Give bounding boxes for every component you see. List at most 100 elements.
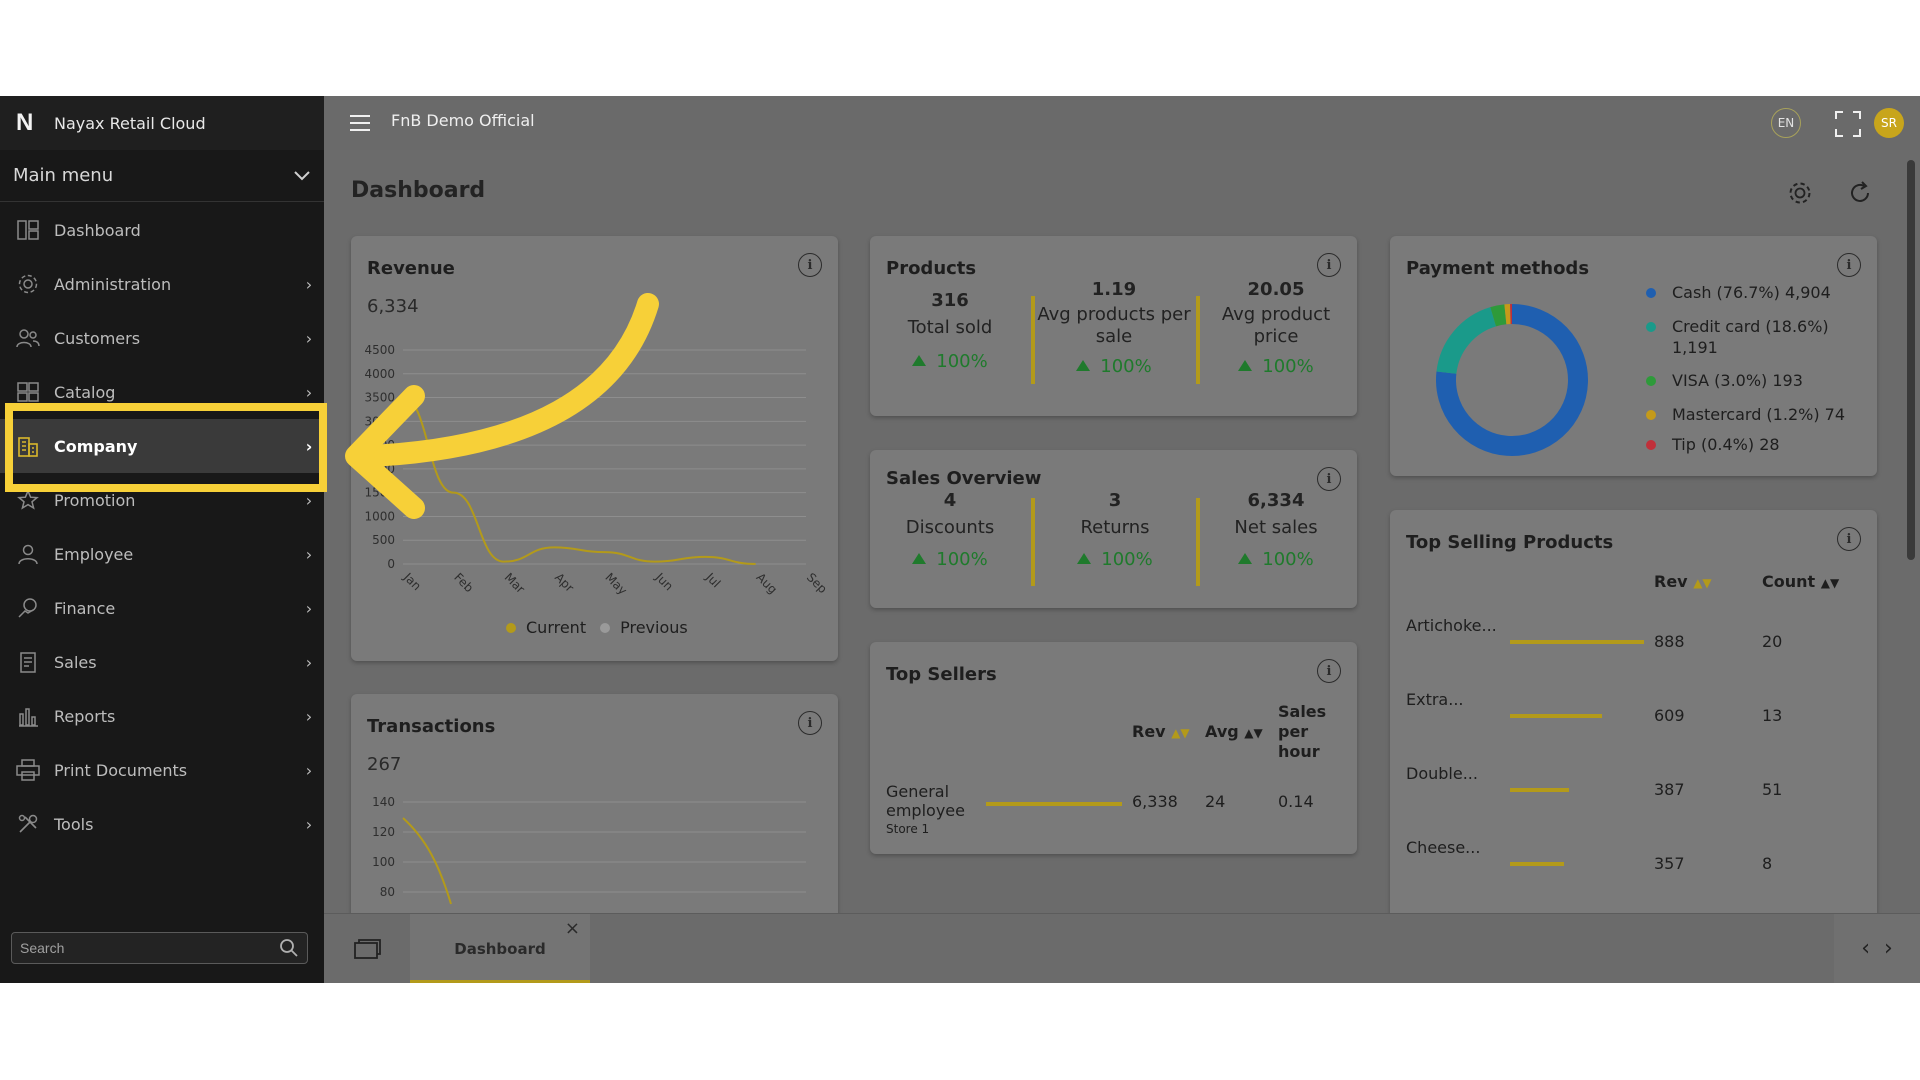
- brand-logo: N: [16, 109, 34, 136]
- fullscreen-icon[interactable]: [1834, 110, 1862, 138]
- sidebar-item-administration[interactable]: Administration ›: [0, 257, 324, 311]
- series-line-current: [402, 817, 452, 905]
- column-header-count[interactable]: Count ▲▼: [1762, 572, 1839, 591]
- app-window: N Nayax Retail Cloud Main menu Dashboard…: [0, 96, 1920, 983]
- info-icon[interactable]: i: [1837, 253, 1861, 277]
- scrollbar-thumb[interactable]: [1907, 160, 1915, 560]
- legend-dot: [1646, 440, 1656, 450]
- legend-previous[interactable]: Previous: [620, 618, 688, 637]
- sidebar-item-customers[interactable]: Customers ›: [0, 311, 324, 365]
- product-rev-bar: [1510, 862, 1564, 866]
- product-name: Cheese...: [1406, 838, 1481, 857]
- top-bar: FnB Demo Official EN SR: [324, 96, 1920, 150]
- search-icon[interactable]: [279, 938, 299, 958]
- info-icon[interactable]: i: [798, 711, 822, 735]
- stat-value: 3: [1108, 490, 1122, 511]
- sidebar-item-catalog[interactable]: Catalog ›: [0, 365, 324, 419]
- stat-net-sales: 6,334 Net sales 100%: [1216, 490, 1336, 570]
- up-triangle-icon: [1238, 360, 1253, 371]
- info-icon[interactable]: i: [798, 253, 822, 277]
- language-selector[interactable]: EN: [1771, 108, 1801, 138]
- sidebar-item-company[interactable]: Company ›: [0, 419, 324, 473]
- legend-item[interactable]: Cash (76.7%) 4,904: [1646, 282, 1846, 303]
- legend-item[interactable]: Credit card (18.6%) 1,191: [1646, 316, 1846, 358]
- legend-item[interactable]: Mastercard (1.2%) 74: [1646, 404, 1846, 425]
- scrollbar[interactable]: [1904, 150, 1918, 913]
- refresh-icon[interactable]: [1847, 180, 1873, 206]
- stat-change-value: 100%: [1100, 356, 1152, 377]
- search-input[interactable]: [20, 940, 279, 956]
- stat-change: 100%: [1050, 549, 1180, 570]
- column-header-label: Rev: [1132, 722, 1166, 741]
- y-tick-label: 500: [372, 533, 395, 547]
- legend-current[interactable]: Current: [526, 618, 587, 637]
- column-header-avg[interactable]: Avg ▲▼: [1205, 722, 1263, 741]
- seller-sales-per-hour: 0.14: [1278, 792, 1314, 811]
- column-header-rev[interactable]: Rev ▲▼: [1654, 572, 1712, 591]
- sidebar-item-dashboard[interactable]: Dashboard: [0, 203, 324, 257]
- tab-dashboard[interactable]: Dashboard ×: [410, 914, 590, 983]
- close-icon[interactable]: ×: [564, 918, 580, 939]
- chevron-left-icon[interactable]: ‹: [1861, 936, 1870, 961]
- sidebar-item-print-documents[interactable]: Print Documents ›: [0, 743, 324, 797]
- sidebar-item-label: Tools: [54, 814, 94, 834]
- sort-icon: ▲▼: [1171, 726, 1190, 740]
- sidebar-item-sales[interactable]: Sales ›: [0, 635, 324, 689]
- legend-label: Credit card (18.6%) 1,191: [1672, 317, 1829, 357]
- tab-label: Dashboard: [454, 940, 546, 958]
- info-icon[interactable]: i: [1317, 659, 1341, 683]
- product-rev: 609: [1654, 706, 1685, 725]
- product-name: Double...: [1406, 764, 1478, 783]
- legend-dot: [1646, 322, 1656, 332]
- sidebar-item-tools[interactable]: Tools ›: [0, 797, 324, 851]
- transactions-card: Transactions i 267 140 120 100 80: [351, 694, 838, 913]
- main-menu-toggle[interactable]: Main menu: [0, 150, 324, 202]
- stat-total-sold: 316 Total sold 100%: [890, 290, 1010, 372]
- sidebar-item-finance[interactable]: Finance ›: [0, 581, 324, 635]
- sidebar-item-label: Print Documents: [54, 760, 188, 780]
- sidebar: N Nayax Retail Cloud Main menu Dashboard…: [0, 96, 324, 983]
- legend-item[interactable]: Tip (0.4%) 28: [1646, 434, 1846, 455]
- y-tick-label: 140: [372, 795, 395, 809]
- sidebar-item-label: Sales: [54, 652, 97, 672]
- sidebar-item-employee[interactable]: Employee ›: [0, 527, 324, 581]
- stat-change-value: 100%: [1101, 549, 1153, 570]
- x-tick-label: Jun: [652, 570, 676, 594]
- stat-label: Avg products per sale: [1037, 304, 1191, 347]
- x-tick-label: May: [602, 570, 629, 596]
- column-header-sales-per-hour[interactable]: Sales per hour: [1278, 702, 1338, 762]
- chart-legend: Current Previous: [506, 618, 688, 637]
- settings-gear-icon[interactable]: [1787, 180, 1813, 206]
- revenue-total: 6,334: [367, 296, 419, 317]
- chevron-right-icon: ›: [305, 328, 313, 348]
- stat-change: 100%: [890, 549, 1010, 570]
- sidebar-item-reports[interactable]: Reports ›: [0, 689, 324, 743]
- brand-name: Nayax Retail Cloud: [54, 113, 206, 133]
- stat-value: 1.19: [1091, 279, 1137, 300]
- info-icon[interactable]: i: [1317, 253, 1341, 277]
- page-title: Dashboard: [351, 178, 486, 203]
- chevron-right-icon: ›: [305, 652, 313, 672]
- hamburger-menu-icon[interactable]: [348, 113, 372, 133]
- donut-slice: [1490, 304, 1507, 327]
- y-tick-label: 120: [372, 825, 395, 839]
- legend-item[interactable]: VISA (3.0%) 193: [1646, 370, 1846, 391]
- sidebar-item-promotion[interactable]: Promotion ›: [0, 473, 324, 527]
- transactions-total: 267: [367, 754, 402, 775]
- sidebar-item-label: Reports: [54, 706, 116, 726]
- transactions-line-chart: 140 120 100 80: [372, 795, 806, 905]
- info-icon[interactable]: i: [1317, 467, 1341, 491]
- chevron-right-icon: ›: [305, 544, 313, 564]
- column-header-rev[interactable]: Rev ▲▼: [1132, 722, 1190, 741]
- stat-label: Avg product price: [1221, 304, 1331, 347]
- chevron-right-icon[interactable]: ›: [1884, 936, 1893, 961]
- x-tick-label: Aug: [754, 570, 780, 596]
- seller-name: General employee: [886, 782, 965, 820]
- avatar[interactable]: SR: [1874, 108, 1904, 138]
- column-header-label: Avg: [1205, 722, 1239, 741]
- info-icon[interactable]: i: [1837, 527, 1861, 551]
- brand-header[interactable]: N Nayax Retail Cloud: [0, 96, 324, 150]
- stat-discounts: 4 Discounts 100%: [890, 490, 1010, 570]
- card-title: Top Sellers: [886, 664, 997, 685]
- windows-icon[interactable]: [354, 938, 382, 960]
